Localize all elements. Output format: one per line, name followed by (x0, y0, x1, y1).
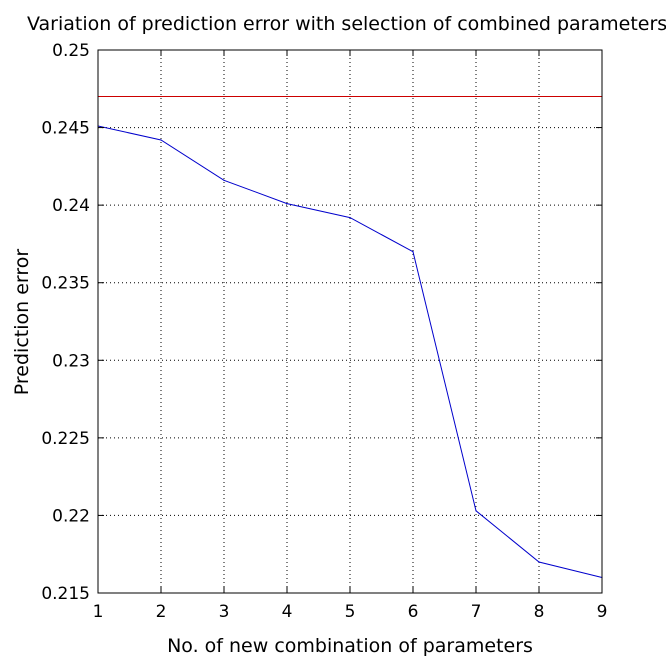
x-tick-label: 8 (534, 602, 545, 622)
series-layer (97, 95, 603, 579)
y-tick-label: 0.23 (52, 351, 90, 371)
x-tick-label: 6 (408, 602, 419, 622)
data-point (475, 510, 477, 512)
data-point (349, 216, 351, 219)
x-tick-label: 5 (345, 602, 356, 622)
x-tick-label: 1 (93, 602, 104, 622)
x-tick-label: 9 (597, 602, 608, 622)
data-point (160, 139, 162, 141)
grid-layer (98, 50, 602, 593)
x-tick-label: 2 (156, 602, 167, 622)
chart-title: Variation of prediction error with selec… (27, 13, 666, 35)
data-point (286, 202, 288, 205)
y-axis-label: Prediction error (11, 249, 33, 396)
x-axis-label: No. of new combination of parameters (167, 635, 533, 657)
y-tick-label: 0.245 (41, 119, 90, 139)
data-point (223, 179, 225, 181)
plot-frame (97, 49, 603, 594)
x-tick-label: 7 (471, 602, 482, 622)
y-tick-label: 0.225 (41, 429, 90, 449)
tick-label-layer: 1 2 3 4 5 6 7 8 9 0.215 0.22 0.225 0.23 0.235 0.24 0.24… (41, 41, 607, 622)
y-tick-label: 0.24 (52, 196, 90, 216)
data-point (412, 251, 414, 253)
data-point (538, 561, 540, 563)
y-tick-label: 0.215 (41, 584, 90, 604)
y-tick-label: 0.235 (41, 274, 90, 294)
tick-layer (97, 49, 603, 594)
y-tick-label: 0.25 (52, 41, 90, 61)
x-tick-label: 4 (282, 602, 293, 622)
prediction-error-line (97, 125, 603, 578)
y-tick-label: 0.22 (52, 506, 90, 526)
x-tick-label: 3 (219, 602, 230, 622)
